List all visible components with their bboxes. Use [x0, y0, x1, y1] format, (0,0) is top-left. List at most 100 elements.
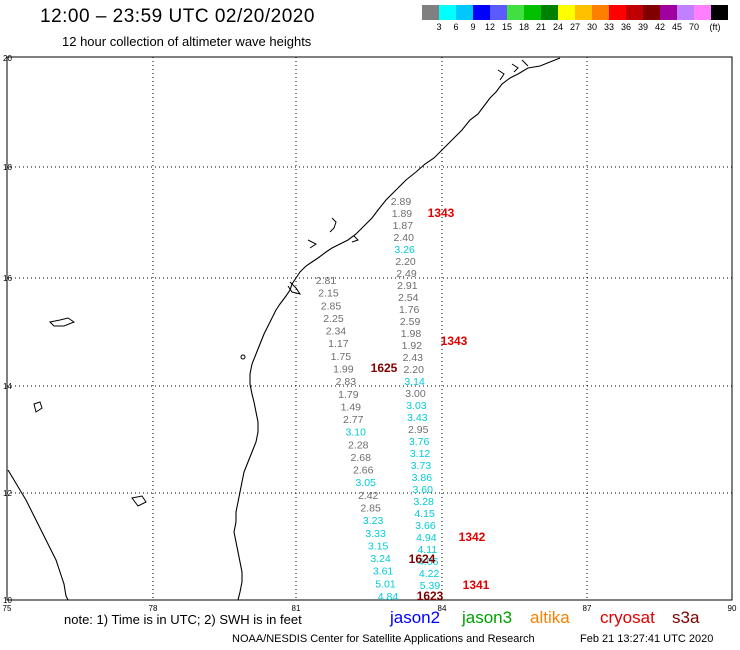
wave-height-value: 4.11 [417, 544, 437, 556]
scale-label: 6 [453, 22, 459, 32]
legend-jason2: jason2 [390, 608, 441, 627]
scale-swatch [507, 5, 524, 20]
wave-height-value: 2.20 [403, 364, 424, 376]
legend-cryosat: cryosat [600, 608, 655, 627]
scale-label: (ft) [709, 22, 721, 32]
scale-swatch [490, 5, 507, 20]
scale-swatch [456, 5, 473, 20]
lat-label: 16 [3, 274, 12, 283]
wave-height-value: 2.40 [394, 232, 415, 244]
scale-label: 12 [484, 22, 496, 32]
pass-time-label: 1343 [441, 334, 468, 348]
wave-height-value: 3.00 [405, 388, 426, 400]
scale-label: 27 [569, 22, 581, 32]
map-frame [6, 56, 733, 601]
wave-height-value: 2.95 [408, 424, 429, 436]
lon-label: 81 [292, 604, 301, 613]
coastline-india-east [233, 57, 561, 601]
wave-height-value: 3.86 [412, 472, 433, 484]
wave-height-value: 3.05 [355, 477, 376, 489]
wave-height-value: 3.26 [394, 244, 415, 256]
scale-label: 21 [535, 22, 547, 32]
track-east-values: 2.891.891.872.403.262.202.492.912.541.76… [391, 196, 441, 592]
coastline-detail-mahanadi [287, 217, 359, 295]
latitude-labels: 20 18 16 14 12 10 [3, 54, 12, 605]
lon-label: 84 [438, 604, 447, 613]
wave-height-value: 2.54 [398, 292, 419, 304]
wave-height-value: 2.42 [358, 490, 379, 502]
wave-height-value: 4.06 [418, 556, 439, 568]
wave-height-value: 2.34 [326, 326, 347, 338]
wave-height-value: 3.24 [370, 553, 391, 565]
pass-time-label: 1341 [463, 578, 490, 592]
wave-height-value: 3.15 [368, 540, 389, 552]
scale-label: 18 [518, 22, 530, 32]
lat-label: 12 [3, 489, 12, 498]
wave-height-value: 3.12 [410, 448, 431, 460]
scale-swatch [422, 5, 439, 20]
wave-height-value: 2.59 [400, 316, 421, 328]
pass-time-label: 1343 [428, 206, 455, 220]
scale-swatch [473, 5, 490, 20]
wave-height-value: 3.43 [407, 412, 428, 424]
island-dot [240, 354, 246, 360]
footnote: note: 1) Time is in UTC; 2) SWH is in fe… [64, 612, 302, 627]
scale-swatch [592, 5, 609, 20]
wave-height-value: 2.77 [343, 414, 364, 426]
wave-height-value: 2.91 [397, 280, 418, 292]
scale-label: 9 [470, 22, 476, 32]
lon-label: 75 [3, 604, 12, 613]
wave-height-value: 2.66 [353, 465, 374, 477]
scale-swatch [694, 5, 711, 20]
wave-height-value: 3.76 [409, 436, 430, 448]
scale-swatch [524, 5, 541, 20]
grid-lines [7, 57, 732, 600]
lon-label: 87 [583, 604, 592, 613]
wave-height-value: 2.43 [403, 352, 424, 364]
longitude-labels: 75 78 81 84 87 90 [3, 604, 737, 613]
scale-label: 70 [688, 22, 700, 32]
wave-height-value: 3.61 [373, 566, 394, 578]
scale-label: 42 [654, 22, 666, 32]
wave-height-value: 3.14 [404, 376, 425, 388]
wave-height-value: 3.10 [346, 427, 367, 439]
wave-height-value: 1.99 [333, 363, 354, 375]
legend-s3a: s3a [672, 608, 700, 627]
lon-label: 90 [728, 604, 737, 613]
wave-height-value: 4.15 [414, 508, 435, 520]
color-scale-labels: 3 6 9 12 15 18 21 24 27 30 33 36 39 42 45 70 (ft) [422, 20, 728, 32]
wave-height-value: 3.66 [415, 520, 436, 532]
coastline-detail-ne [497, 59, 529, 81]
scale-swatch [558, 5, 575, 20]
wave-height-value: 3.23 [363, 515, 384, 527]
lon-label: 78 [149, 604, 158, 613]
wave-height-value: 2.20 [395, 256, 416, 268]
scale-label: 30 [586, 22, 598, 32]
wave-height-value: 2.25 [323, 313, 344, 325]
pass-time-label: 1342 [459, 530, 486, 544]
wave-height-value: 1.75 [331, 351, 352, 363]
time-labels: 1343 1343 1625 1342 1624 1341 1623 [371, 206, 490, 603]
scale-label: 3 [436, 22, 442, 32]
wave-height-value: 2.15 [318, 288, 339, 300]
wave-height-value: 5.39 [420, 580, 441, 592]
scale-swatch [439, 5, 456, 20]
wave-height-value: 2.85 [321, 300, 342, 312]
wave-height-value: 3.73 [411, 460, 432, 472]
chart-subtitle: 12 hour collection of altimeter wave hei… [62, 34, 312, 49]
scale-label: 39 [637, 22, 649, 32]
scale-swatch [660, 5, 677, 20]
lat-label: 14 [3, 382, 12, 391]
wave-height-value: 1.17 [328, 338, 349, 350]
scale-label: 33 [603, 22, 615, 32]
wave-height-value: 2.89 [391, 196, 412, 208]
wave-height-value: 1.92 [402, 340, 423, 352]
scale-label: 15 [501, 22, 513, 32]
wave-height-value: 1.87 [393, 220, 414, 232]
wave-height-value: 1.89 [392, 208, 413, 220]
wave-height-value: 1.79 [338, 389, 359, 401]
wave-height-value: 4.94 [416, 532, 437, 544]
island-small-3 [131, 495, 147, 507]
scale-swatch [711, 5, 728, 20]
wave-height-value: 3.33 [365, 528, 386, 540]
